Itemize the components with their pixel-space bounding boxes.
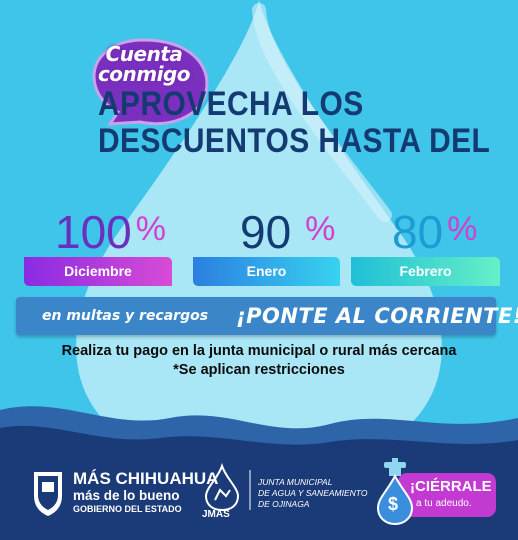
discount-percent-december: 100% xyxy=(55,204,166,257)
month-label-february: Febrero xyxy=(399,263,452,279)
water-drop-shape xyxy=(76,0,442,470)
gob-state: GOBIERNO DEL ESTADO xyxy=(73,504,182,514)
percent-value: 100 xyxy=(55,206,132,258)
percent-value: 80 xyxy=(392,206,444,258)
jmas-line-2: DE AGUA Y SANEAMIENTO xyxy=(258,488,368,498)
jmas-line-3: DE OJINAGA xyxy=(258,499,310,509)
percent-symbol: % xyxy=(305,210,336,248)
jmas-label: JMAS xyxy=(202,509,230,520)
headline-line-2: DESCUENTOS HASTA DEL xyxy=(98,122,491,160)
brand-line-1: Cuenta xyxy=(105,42,183,66)
cierrale-text: ¡CIÉRRALE xyxy=(410,478,492,495)
brand-badge: Cuenta conmigo xyxy=(80,30,208,120)
info-line-1: Realiza tu pago en la junta municipal o … xyxy=(61,343,457,359)
percent-symbol: % xyxy=(447,210,478,248)
discount-percent-january: 90% xyxy=(240,204,335,257)
month-label-january: Enero xyxy=(246,263,287,279)
headline: APROVECHA LOS DESCUENTOS HASTA DEL xyxy=(98,85,491,160)
band-left-text: en multas y recargos xyxy=(42,308,209,324)
shield-emblem-icon xyxy=(34,472,62,516)
headline-line-1: APROVECHA LOS xyxy=(98,85,364,123)
band-right-text: ¡PONTE AL CORRIENTE! xyxy=(236,304,518,328)
adeudo-text: a tu adeudo. xyxy=(416,498,472,509)
brand-text: Cuenta conmigo xyxy=(80,44,208,84)
percent-value: 90 xyxy=(240,206,292,258)
gob-subtitle: más de lo bueno xyxy=(73,488,180,503)
info-line-2: *Se aplican restricciones xyxy=(173,362,345,378)
penalty-band: en multas y recargos ¡PONTE AL CORRIENTE… xyxy=(16,297,518,335)
dollar-symbol: $ xyxy=(388,494,399,514)
water-drop-icon xyxy=(204,462,240,512)
faucet-icon xyxy=(384,458,406,476)
brand-line-2: conmigo xyxy=(97,62,191,86)
jmas-name: JUNTA MUNICIPAL DE AGUA Y SANEAMIENTO DE… xyxy=(258,477,367,510)
percent-symbol: % xyxy=(135,210,166,248)
jmas-line-1: JUNTA MUNICIPAL xyxy=(258,477,333,487)
month-label-december: Diciembre xyxy=(64,263,132,279)
discount-percent-february: 80% xyxy=(392,204,477,257)
gob-title: MÁS CHIHUAHUA xyxy=(73,469,219,488)
dollar-drop-icon xyxy=(376,473,414,526)
